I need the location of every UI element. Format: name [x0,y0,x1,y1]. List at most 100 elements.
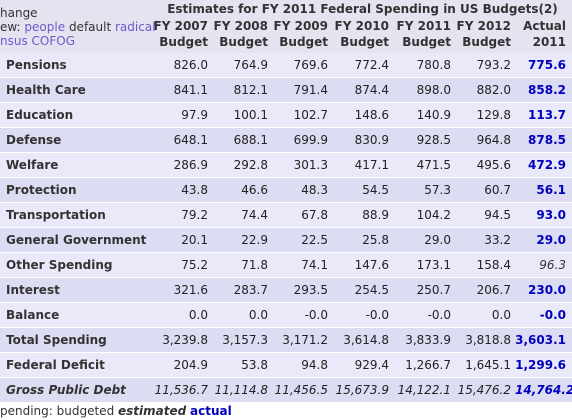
column-header-line: FY 2010 [334,19,389,33]
table-cell: 56.1 [536,183,566,197]
table-row: Federal Deficit 204.9 53.8 94.8 929.4 1,266.7… [0,353,572,378]
table-cell: 14,764.2 [515,383,572,397]
row-label: Federal Deficit [6,358,105,372]
table-cell: 764.9 [233,58,268,72]
column-header: FY 2007 Budget [153,18,208,50]
table-title: Estimates for FY 2011 Federal Spending i… [167,2,558,16]
table-row: Total Spending 3,239.8 3,157.3 3,171.2 3,614… [0,328,572,353]
table-cell: 94.5 [484,208,511,222]
table-cell: 292.8 [233,158,268,172]
table-cell: 882.0 [476,83,511,97]
table-row: Interest 321.6 283.7 293.5 254.5 250.7 206.7 23… [0,278,572,303]
table-cell: 79.2 [181,208,208,222]
table-cell: 57.3 [424,183,451,197]
table-cell: 113.7 [528,108,566,122]
table-cell: -0.0 [539,308,566,322]
table-cell: 94.8 [301,358,328,372]
column-header-line: FY 2009 [273,19,328,33]
table-cell: 3,239.8 [162,333,208,347]
table-cell: 140.9 [416,108,451,122]
table-row: General Government 20.1 22.9 22.5 25.8 29.0 33… [0,228,572,253]
table-cell: 791.4 [293,83,328,97]
row-label: Health Care [6,83,86,97]
table-cell: 74.4 [241,208,268,222]
table-cell: 11,114.8 [214,383,268,397]
row-label: General Government [6,233,147,247]
table-cell: 3,603.1 [515,333,566,347]
table-cell: 25.8 [362,233,389,247]
column-header-line: FY 2008 [213,19,268,33]
table-cell: 874.4 [354,83,389,97]
view-link[interactable]: radical [115,20,156,34]
table-cell: 417.1 [354,158,389,172]
row-label: Protection [6,183,77,197]
row-label: Other Spending [6,258,113,272]
table-cell: 688.1 [233,133,268,147]
column-header-line: Budget [219,35,268,49]
view-link[interactable]: people [24,20,66,34]
table-cell: -0.0 [304,308,328,322]
census-link[interactable]: nsus COFOG [0,34,75,48]
table-cell: 841.1 [173,83,208,97]
table-cell: 858.2 [528,83,566,97]
table-cell: 772.4 [354,58,389,72]
legend-actual: actual [190,404,232,418]
table-cell: 22.5 [301,233,328,247]
column-header-line: Budget [462,35,511,49]
table-cell: 3,157.3 [222,333,268,347]
table-cell: 88.9 [362,208,389,222]
table-cell: 15,476.2 [457,383,511,397]
table-cell: 0.0 [491,308,511,322]
table-cell: -0.0 [365,308,389,322]
row-label: Transportation [6,208,106,222]
table-row: Gross Public Debt 11,536.7 11,114.8 11,456.… [0,378,572,403]
table-cell: 14,122.1 [397,383,451,397]
table-header: hange ew: people default radical nsus CO… [0,0,572,53]
column-header-line: FY 2007 [153,19,208,33]
table-cell: 495.6 [476,158,511,172]
table-row: Defense 648.1 688.1 699.9 830.9 928.5 964.8 878… [0,128,572,153]
change-text: hange [0,6,38,20]
table-cell: 471.5 [416,158,451,172]
table-cell: 11,456.5 [274,383,328,397]
table-cell: 0.0 [188,308,208,322]
table-row: Welfare 286.9 292.8 301.3 417.1 471.5 495.6 472… [0,153,572,178]
table-cell: 1,299.6 [515,358,566,372]
table-cell: 48.3 [301,183,328,197]
column-header-line: 2011 [532,35,566,49]
table-cell: 254.5 [354,283,389,297]
table-cell: 301.3 [293,158,328,172]
table-cell: 33.2 [484,233,511,247]
table-cell: 964.8 [476,133,511,147]
table-cell: 93.0 [536,208,566,222]
table-cell: 0.0 [248,308,268,322]
table-row: Education 97.9 100.1 102.7 148.6 140.9 129.8 11… [0,103,572,128]
column-header-line: Budget [279,35,328,49]
table-cell: 699.9 [293,133,328,147]
table-cell: 29.0 [424,233,451,247]
table-cell: 472.9 [528,158,566,172]
row-label: Total Spending [6,333,107,347]
table-row: Health Care 841.1 812.1 791.4 874.4 898.0 882.… [0,78,572,103]
table-cell: 929.4 [354,358,389,372]
row-label: Defense [6,133,62,147]
table-cell: 60.7 [484,183,511,197]
table-cell: 928.5 [416,133,451,147]
table-cell: 3,833.9 [405,333,451,347]
table-cell: 158.4 [476,258,511,272]
column-header-line: Actual [523,19,566,33]
table-cell: 104.2 [416,208,451,222]
row-label: Education [6,108,74,122]
table-cell: 173.1 [416,258,451,272]
legend-prefix: pending: budgeted [0,404,115,418]
table-cell: 74.1 [301,258,328,272]
table-cell: 20.1 [181,233,208,247]
column-header: Actual 2011 [515,18,566,50]
table-row: Transportation 79.2 74.4 67.8 88.9 104.2 94.5 9… [0,203,572,228]
table-cell: 46.6 [241,183,268,197]
legend-estimated: estimated [118,404,187,418]
table-cell: 3,614.8 [343,333,389,347]
table-cell: 100.1 [233,108,268,122]
table-cell: 1,266.7 [405,358,451,372]
table-cell: 54.5 [362,183,389,197]
